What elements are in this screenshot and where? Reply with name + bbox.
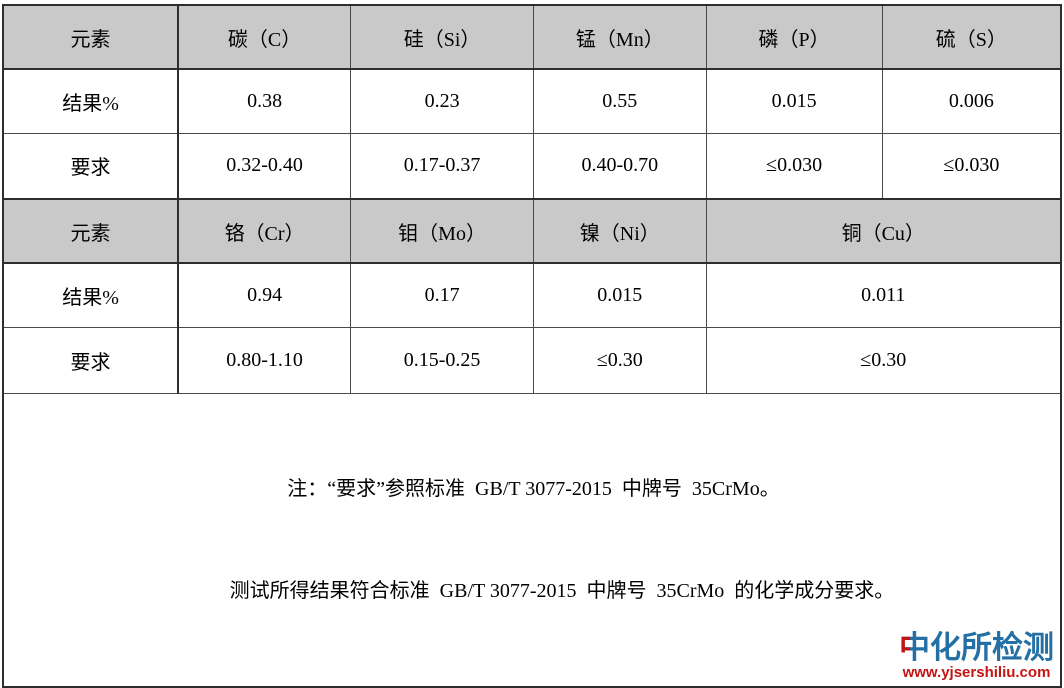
header-cell-chromium: 铬（Cr）: [177, 198, 352, 264]
row-label-cell: 结果%: [2, 68, 180, 134]
row-label-cell: 元素: [2, 4, 180, 70]
report-page: 元素 碳（C） 硅（Si） 锰（Mn） 磷（P） 硫（S） 结果% 0.38 0…: [2, 4, 1062, 688]
value-cell: 0.23: [350, 68, 535, 134]
req-cell: 0.15-0.25: [350, 326, 535, 394]
value-cell: 0.011: [705, 262, 1062, 328]
logo-url: www.yjsershiliu.com: [902, 663, 1051, 681]
header-cell-copper: 铜（Cu）: [705, 198, 1062, 264]
req-cell: 0.32-0.40: [177, 132, 352, 200]
logo-text-main: 中化所检测: [899, 629, 1054, 665]
result-row-1: 结果% 0.38 0.23 0.55 0.015 0.006: [2, 68, 1062, 134]
row-label-cell: 要求: [2, 132, 180, 200]
note-line-1: 注：“要求”参照标准 GB/T 3077-2015 中牌号 35CrMo。: [287, 477, 780, 500]
lab-logo: 中化所检测 中 www.yjsershiliu.com: [899, 632, 1054, 680]
req-cell: 0.80-1.10: [177, 326, 352, 394]
value-cell: 0.17: [350, 262, 535, 328]
element-header-row-1: 元素 碳（C） 硅（Si） 锰（Mn） 磷（P） 硫（S）: [2, 4, 1062, 70]
requirement-row-1: 要求 0.32-0.40 0.17-0.37 0.40-0.70 ≤0.030 …: [2, 132, 1062, 200]
value-cell: 0.55: [533, 68, 707, 134]
header-cell-phosphorus: 磷（P）: [705, 4, 883, 70]
req-cell: 0.40-0.70: [533, 132, 707, 200]
header-cell-sulfur: 硫（S）: [881, 4, 1062, 70]
value-cell: 0.015: [533, 262, 707, 328]
req-cell: ≤0.30: [533, 326, 707, 394]
chemical-composition-table: 元素 碳（C） 硅（Si） 锰（Mn） 磷（P） 硫（S） 结果% 0.38 0…: [2, 4, 1062, 688]
value-cell: 0.015: [705, 68, 883, 134]
result-row-2: 结果% 0.94 0.17 0.015 0.011: [2, 262, 1062, 328]
value-cell: 0.94: [177, 262, 352, 328]
row-label-cell: 结果%: [2, 262, 180, 328]
req-cell: 0.17-0.37: [350, 132, 535, 200]
row-label-cell: 要求: [2, 326, 180, 394]
note-row: 注：“要求”参照标准 GB/T 3077-2015 中牌号 35CrMo。 测试…: [2, 392, 1062, 687]
header-cell-molybdenum: 钼（Mo）: [350, 198, 535, 264]
req-cell: ≤0.030: [705, 132, 883, 200]
req-cell: ≤0.30: [705, 326, 1062, 394]
element-header-row-2: 元素 铬（Cr） 钼（Mo） 镍（Ni） 铜（Cu）: [2, 198, 1062, 264]
requirement-row-2: 要求 0.80-1.10 0.15-0.25 ≤0.30 ≤0.30: [2, 326, 1062, 394]
note-cell: 注：“要求”参照标准 GB/T 3077-2015 中牌号 35CrMo。 测试…: [2, 392, 1062, 687]
value-cell: 0.006: [881, 68, 1062, 134]
header-cell-silicon: 硅（Si）: [350, 4, 535, 70]
header-cell-nickel: 镍（Ni）: [533, 198, 707, 264]
header-cell-manganese: 锰（Mn）: [533, 4, 707, 70]
row-label-cell: 元素: [2, 198, 180, 264]
value-cell: 0.38: [177, 68, 352, 134]
logo-text: 中化所检测 中: [899, 632, 1054, 663]
header-cell-carbon: 碳（C）: [177, 4, 352, 70]
note-line-2: 测试所得结果符合标准 GB/T 3077-2015 中牌号 35CrMo 的化学…: [229, 579, 895, 602]
req-cell: ≤0.030: [881, 132, 1062, 200]
